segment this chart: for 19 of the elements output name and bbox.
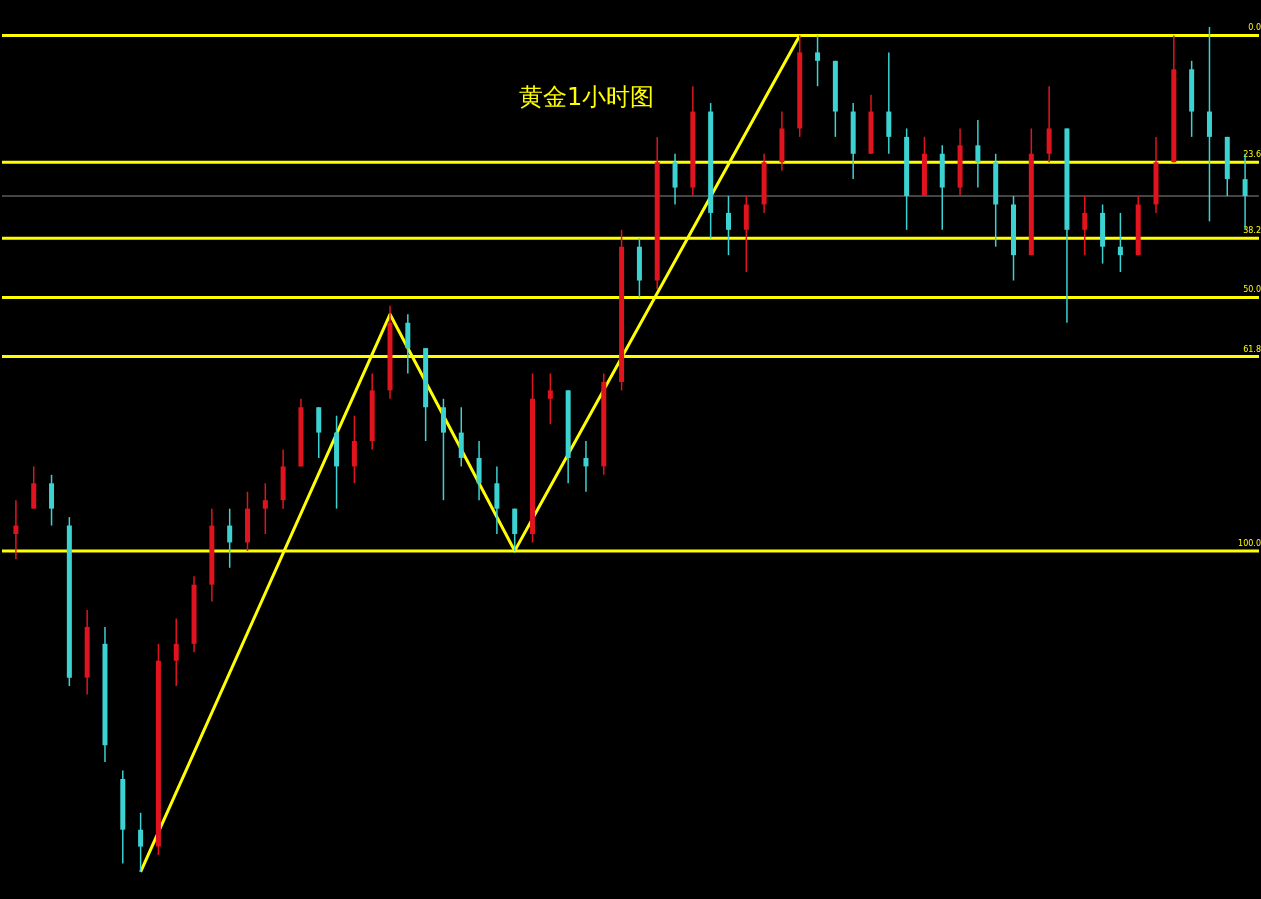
- candlestick: [725, 195, 731, 256]
- candlestick: [815, 34, 821, 87]
- candlestick: [583, 440, 589, 493]
- annotation: 0.0: [1248, 23, 1261, 33]
- candlestick: [547, 372, 553, 425]
- text: 黄金1小时图: [519, 83, 655, 111]
- candlestick: [1117, 212, 1123, 273]
- candlestick: [227, 507, 233, 569]
- candlestick: [138, 812, 144, 873]
- candlestick: [173, 617, 179, 687]
- annotation: 61.8: [1243, 344, 1261, 354]
- candlestick: [1082, 195, 1088, 256]
- annotation: 23.6: [1243, 150, 1261, 160]
- annotation: 50.0: [1243, 285, 1261, 295]
- annotation: 100.0: [1238, 538, 1261, 548]
- candlestick: [975, 119, 981, 189]
- annotation: 38.2: [1243, 226, 1261, 236]
- candlestick: [13, 499, 19, 561]
- candlestick: [262, 482, 268, 535]
